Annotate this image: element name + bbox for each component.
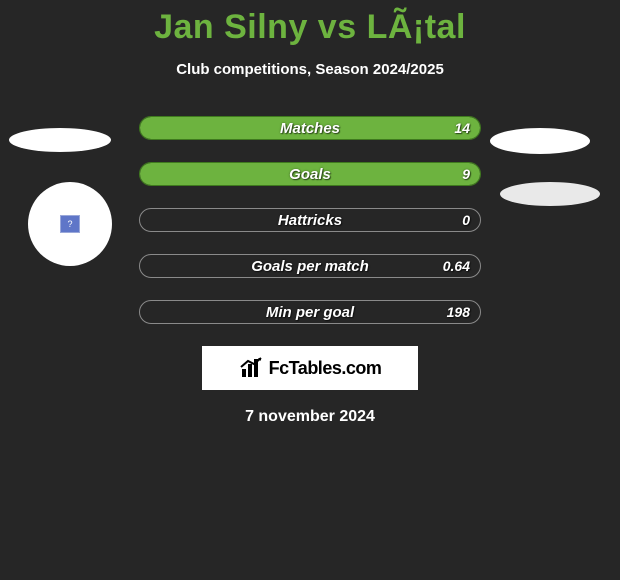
stat-label: Goals xyxy=(289,166,331,183)
snapshot-date: 7 november 2024 xyxy=(0,408,620,426)
stat-row: Goals 9 xyxy=(139,162,481,186)
stat-row: Hattricks 0 xyxy=(139,208,481,232)
brand-box[interactable]: FcTables.com xyxy=(202,346,418,390)
left-player-photo: ? xyxy=(28,182,112,266)
stat-row: Matches 14 xyxy=(139,116,481,140)
stat-label: Min per goal xyxy=(266,304,354,321)
stat-value: 9 xyxy=(462,166,470,182)
stat-label: Hattricks xyxy=(278,212,342,229)
brand-chart-icon xyxy=(239,357,265,379)
stat-value: 198 xyxy=(447,304,470,320)
comparison-title: Jan Silny vs LÃ¡tal xyxy=(0,0,620,47)
stat-value: 0.64 xyxy=(443,258,470,274)
stat-label: Goals per match xyxy=(251,258,369,275)
stat-row: Min per goal 198 xyxy=(139,300,481,324)
right-player-ellipse xyxy=(490,128,590,154)
stat-bars: Matches 14 Goals 9 Hattricks 0 Goals per match… xyxy=(139,116,481,324)
stat-label: Matches xyxy=(280,120,340,137)
stat-row: Goals per match 0.64 xyxy=(139,254,481,278)
stat-value: 14 xyxy=(454,120,470,136)
placeholder-icon: ? xyxy=(60,215,80,233)
stats-stage: ? Matches 14 Goals 9 Hattricks 0 Goals per mat… xyxy=(0,116,620,324)
right-player-ellipse-2 xyxy=(500,182,600,206)
brand-text: FcTables.com xyxy=(269,358,382,379)
comparison-subtitle: Club competitions, Season 2024/2025 xyxy=(0,61,620,78)
left-player-ellipse xyxy=(9,128,111,152)
stat-value: 0 xyxy=(462,212,470,228)
